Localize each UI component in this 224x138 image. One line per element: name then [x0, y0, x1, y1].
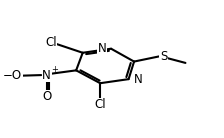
- Text: Cl: Cl: [45, 36, 57, 49]
- Text: Cl: Cl: [94, 98, 106, 111]
- Text: N: N: [134, 73, 142, 86]
- Text: +: +: [52, 65, 58, 74]
- Text: N: N: [98, 42, 106, 55]
- Text: −O: −O: [3, 69, 22, 82]
- Text: S: S: [160, 50, 167, 63]
- Text: O: O: [42, 90, 51, 103]
- Text: N: N: [42, 69, 51, 82]
